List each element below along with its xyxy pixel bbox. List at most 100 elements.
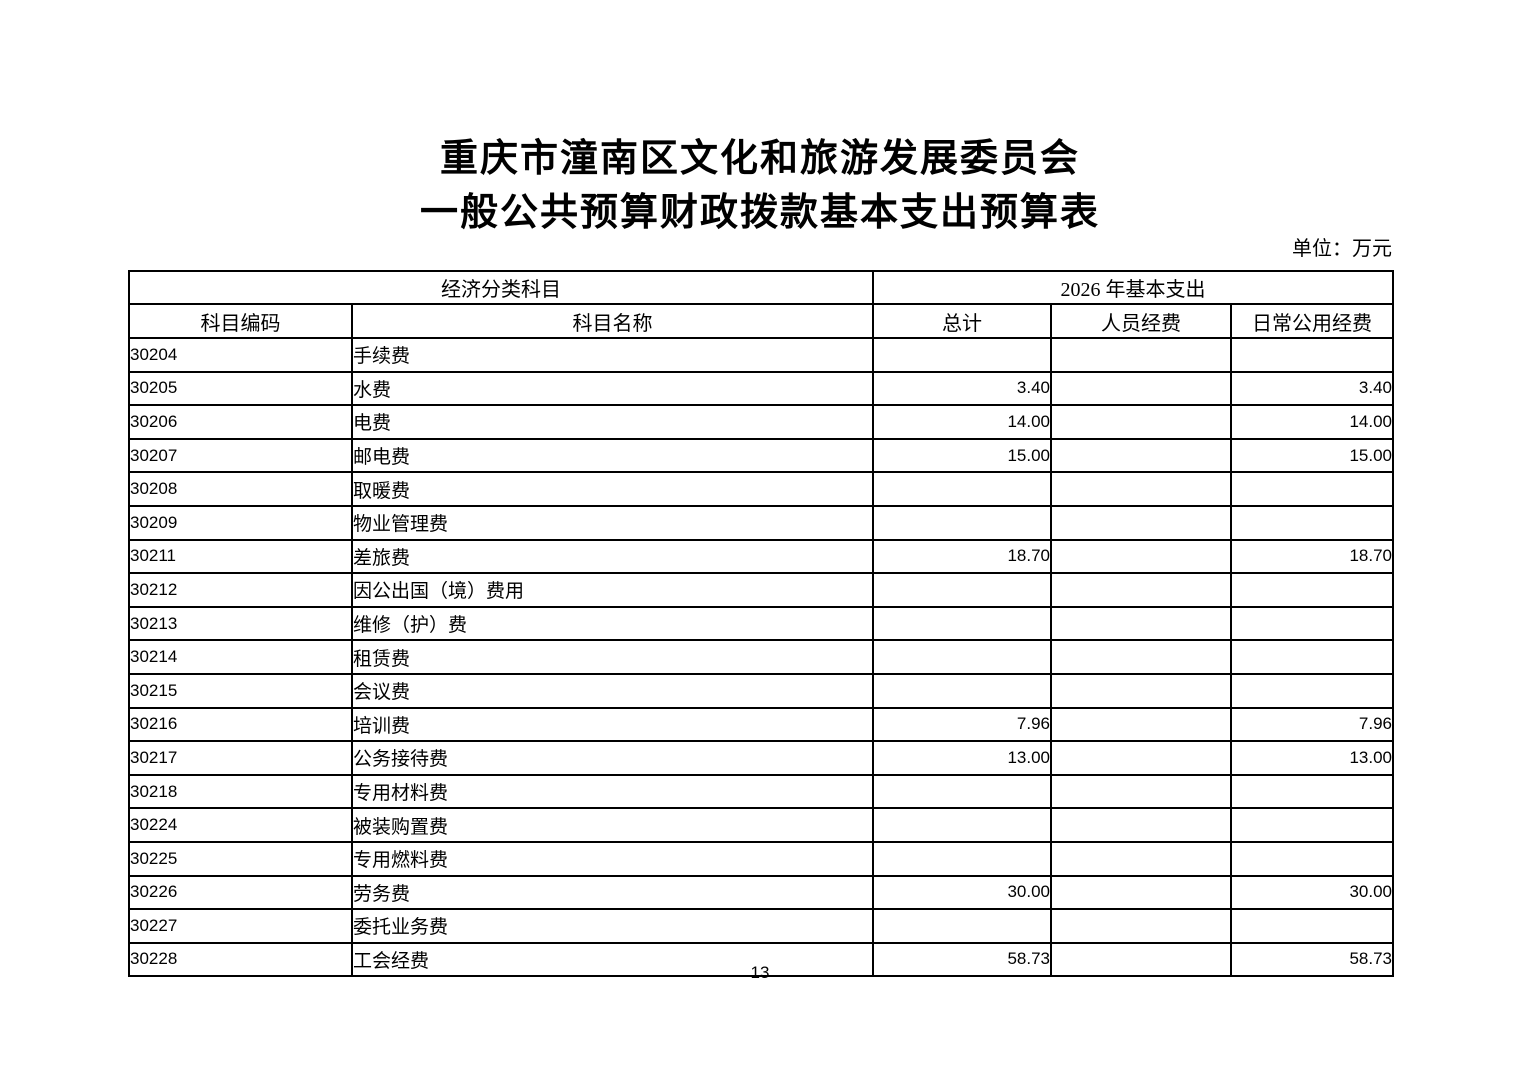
table-row: 30211 差旅费 18.70 18.70 [128, 538, 1394, 575]
cell-daily: 15.00 [1230, 437, 1394, 474]
cell-personnel [1050, 538, 1232, 575]
cell-total: 7.96 [872, 706, 1052, 743]
cell-total [872, 572, 1052, 608]
cell-total: 30.00 [872, 874, 1052, 911]
cell-personnel [1050, 874, 1232, 911]
document-titles: 重庆市潼南区文化和旅游发展委员会 一般公共预算财政拨款基本支出预算表 [0, 132, 1520, 240]
cell-daily: 58.73 [1230, 941, 1394, 978]
table-row: 30214 租赁费 [128, 639, 1394, 675]
cell-daily [1230, 773, 1394, 810]
cell-daily: 18.70 [1230, 538, 1394, 575]
table-row: 30215 会议费 [128, 672, 1394, 709]
budget-table: 经济分类科目 2026 年基本支出 科目编码 科目名称 总计 人员经费 日常公用… [128, 270, 1394, 978]
cell-total: 14.00 [872, 404, 1052, 440]
cell-personnel [1050, 807, 1232, 843]
cell-personnel [1050, 840, 1232, 877]
cell-name: 工会经费 [351, 941, 874, 978]
cell-name: 被装购置费 [351, 807, 874, 843]
cell-total [872, 471, 1052, 507]
cell-code: 30228 [128, 941, 353, 978]
cell-total [872, 807, 1052, 843]
cell-total [872, 605, 1052, 642]
cell-daily [1230, 605, 1394, 642]
cell-daily [1230, 471, 1394, 507]
cell-code: 30206 [128, 404, 353, 440]
cell-total: 58.73 [872, 941, 1052, 978]
page-number: 13 [750, 963, 770, 982]
cell-daily: 7.96 [1230, 706, 1394, 743]
cell-code: 30213 [128, 605, 353, 642]
cell-total: 13.00 [872, 740, 1052, 776]
budget-table-body: 30204 手续费 30205 水费 3.40 3.40 30206 电费 14.00 14.00… [128, 337, 1394, 978]
cell-code: 30227 [128, 908, 353, 944]
table-row: 30208 取暖费 [128, 471, 1394, 507]
cell-total [872, 337, 1052, 373]
cell-daily: 14.00 [1230, 404, 1394, 440]
cell-name: 差旅费 [351, 538, 874, 575]
cell-personnel [1050, 706, 1232, 743]
cell-total [872, 639, 1052, 675]
cell-daily: 3.40 [1230, 370, 1394, 407]
cell-daily: 30.00 [1230, 874, 1394, 911]
table-row: 30204 手续费 [128, 337, 1394, 373]
cell-total [872, 840, 1052, 877]
cell-name: 取暖费 [351, 471, 874, 507]
table-row: 30207 邮电费 15.00 15.00 [128, 437, 1394, 474]
cell-personnel [1050, 672, 1232, 709]
table-row: 30212 因公出国（境）费用 [128, 572, 1394, 608]
cell-daily [1230, 639, 1394, 675]
cell-personnel [1050, 437, 1232, 474]
cell-code: 30217 [128, 740, 353, 776]
cell-personnel [1050, 471, 1232, 507]
cell-daily [1230, 807, 1394, 843]
cell-name: 邮电费 [351, 437, 874, 474]
cell-total [872, 504, 1052, 541]
table-row: 30225 专用燃料费 [128, 840, 1394, 877]
column-header-daily-public-expense: 日常公用经费 [1230, 303, 1394, 339]
cell-name: 专用材料费 [351, 773, 874, 810]
table-group-header-row: 经济分类科目 2026 年基本支出 [128, 270, 1394, 305]
cell-name: 物业管理费 [351, 504, 874, 541]
cell-daily [1230, 504, 1394, 541]
table-row: 30217 公务接待费 13.00 13.00 [128, 740, 1394, 776]
table-column-header-row: 科目编码 科目名称 总计 人员经费 日常公用经费 [128, 303, 1394, 339]
cell-total: 15.00 [872, 437, 1052, 474]
cell-code: 30211 [128, 538, 353, 575]
cell-code: 30226 [128, 874, 353, 911]
cell-code: 30204 [128, 337, 353, 373]
cell-code: 30212 [128, 572, 353, 608]
cell-personnel [1050, 337, 1232, 373]
cell-daily [1230, 337, 1394, 373]
table-row: 30216 培训费 7.96 7.96 [128, 706, 1394, 743]
cell-personnel [1050, 370, 1232, 407]
table-row: 30227 委托业务费 [128, 908, 1394, 944]
cell-total: 18.70 [872, 538, 1052, 575]
cell-personnel [1050, 740, 1232, 776]
cell-personnel [1050, 572, 1232, 608]
group-header-basic-expenditure-2026: 2026 年基本支出 [872, 270, 1394, 305]
cell-name: 会议费 [351, 672, 874, 709]
cell-personnel [1050, 605, 1232, 642]
column-header-personnel-expense: 人员经费 [1050, 303, 1232, 339]
cell-daily [1230, 840, 1394, 877]
cell-personnel [1050, 504, 1232, 541]
cell-total [872, 908, 1052, 944]
column-header-subject-name: 科目名称 [351, 303, 874, 339]
table-row: 30228 工会经费 58.73 58.73 [128, 941, 1394, 978]
cell-total [872, 672, 1052, 709]
cell-name: 委托业务费 [351, 908, 874, 944]
cell-name: 维修（护）费 [351, 605, 874, 642]
cell-name: 手续费 [351, 337, 874, 373]
cell-daily: 13.00 [1230, 740, 1394, 776]
cell-name: 租赁费 [351, 639, 874, 675]
cell-daily [1230, 908, 1394, 944]
table-row: 30226 劳务费 30.00 30.00 [128, 874, 1394, 911]
document-title-line-2: 一般公共预算财政拨款基本支出预算表 [419, 192, 1100, 234]
group-header-economic-classification: 经济分类科目 [128, 270, 874, 305]
column-header-subject-code: 科目编码 [128, 303, 353, 339]
cell-code: 30224 [128, 807, 353, 843]
cell-name: 水费 [351, 370, 874, 407]
cell-personnel [1050, 639, 1232, 675]
cell-code: 30207 [128, 437, 353, 474]
cell-personnel [1050, 773, 1232, 810]
